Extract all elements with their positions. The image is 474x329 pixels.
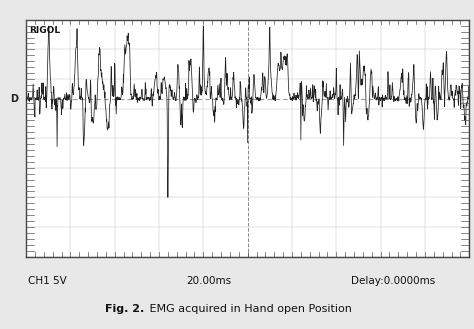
Text: D: D [10,94,18,104]
Text: RIGOL: RIGOL [29,26,61,35]
Text: Fig. 2.: Fig. 2. [105,304,145,314]
Text: EMG acquired in Hand open Position: EMG acquired in Hand open Position [146,304,352,314]
Text: Delay:0.0000ms: Delay:0.0000ms [351,276,436,286]
Text: CH1 5V: CH1 5V [28,276,67,286]
Text: 20.00ms: 20.00ms [186,276,231,286]
